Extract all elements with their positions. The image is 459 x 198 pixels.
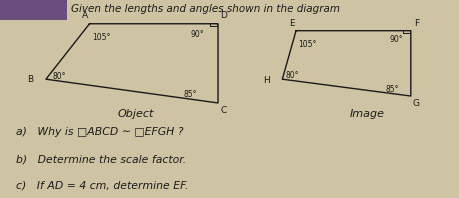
Text: 90°: 90°	[389, 35, 403, 44]
Text: A: A	[82, 11, 88, 20]
Text: G: G	[413, 99, 420, 108]
Text: 90°: 90°	[190, 30, 204, 39]
Text: a)   Why is □ABCD ∼ □EFGH ?: a) Why is □ABCD ∼ □EFGH ?	[16, 127, 184, 137]
Text: C: C	[220, 106, 227, 115]
Text: Image: Image	[350, 109, 385, 119]
Text: Given the lengths and angles shown in the diagram: Given the lengths and angles shown in th…	[71, 4, 340, 14]
Text: 105°: 105°	[92, 33, 110, 42]
Text: F: F	[414, 19, 419, 28]
Text: 80°: 80°	[53, 72, 66, 81]
Text: 80°: 80°	[285, 71, 299, 80]
Text: Example 2: Example 2	[5, 4, 62, 14]
Text: D: D	[220, 11, 227, 20]
Text: E: E	[290, 19, 295, 28]
Text: 85°: 85°	[386, 85, 399, 94]
Text: 85°: 85°	[184, 89, 197, 99]
Text: H: H	[263, 76, 269, 85]
Text: Object: Object	[117, 109, 154, 119]
Text: B: B	[27, 75, 33, 84]
Text: b)   Determine the scale factor.: b) Determine the scale factor.	[16, 154, 186, 164]
FancyBboxPatch shape	[0, 0, 67, 20]
Text: 105°: 105°	[298, 40, 317, 49]
Text: c)   If AD = 4 cm, determine EF.: c) If AD = 4 cm, determine EF.	[16, 180, 189, 190]
